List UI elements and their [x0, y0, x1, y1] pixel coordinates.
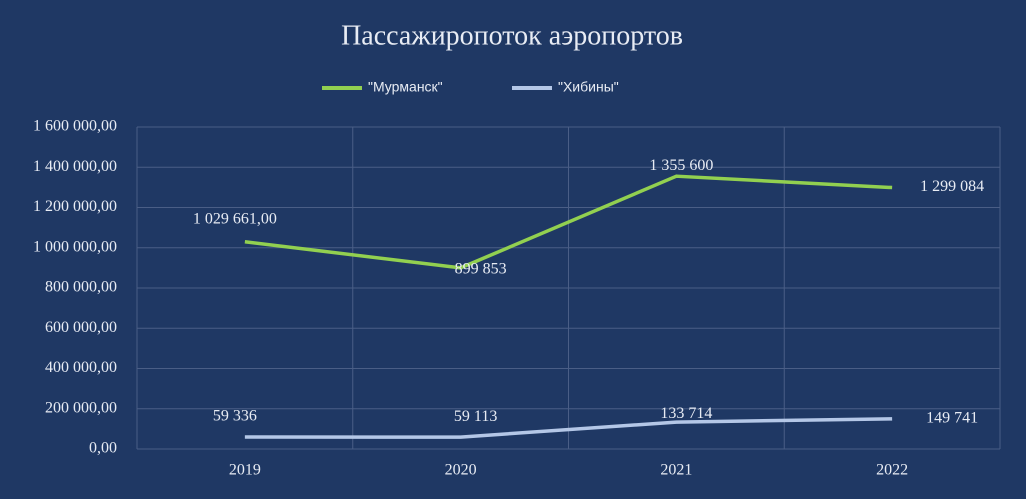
data-label: 59 336: [213, 408, 257, 425]
y-tick-label: 600 000,00: [45, 319, 117, 336]
y-tick-label: 0,00: [89, 440, 117, 457]
data-label: 1 029 661,00: [193, 210, 277, 227]
data-label: 149 741: [926, 410, 978, 427]
y-tick-label: 1 600 000,00: [33, 118, 117, 135]
y-tick-label: 1 200 000,00: [33, 198, 117, 215]
data-label: 1 355 600: [649, 157, 713, 174]
series-line: [244, 174, 893, 270]
legend-label: "Мурманск": [368, 79, 443, 95]
x-tick-label: 2019: [229, 462, 261, 479]
data-label: 59 113: [454, 408, 497, 425]
x-tick-label: 2022: [876, 462, 908, 479]
y-tick-label: 200 000,00: [45, 399, 117, 416]
x-tick-label: 2021: [660, 462, 692, 479]
y-tick-label: 800 000,00: [45, 279, 117, 296]
data-label: 133 714: [660, 405, 712, 422]
y-tick-label: 1 400 000,00: [33, 158, 117, 175]
data-label: 899 853: [455, 261, 507, 278]
y-tick-label: 400 000,00: [45, 359, 117, 376]
y-tick-label: 1 000 000,00: [33, 238, 117, 255]
chart-title: Пассажиропоток аэропортов: [341, 20, 683, 51]
x-tick-label: 2020: [445, 462, 477, 479]
legend-label: "Хибины": [558, 79, 619, 95]
series-line: [244, 417, 893, 439]
data-label: 1 299 084: [920, 178, 984, 195]
